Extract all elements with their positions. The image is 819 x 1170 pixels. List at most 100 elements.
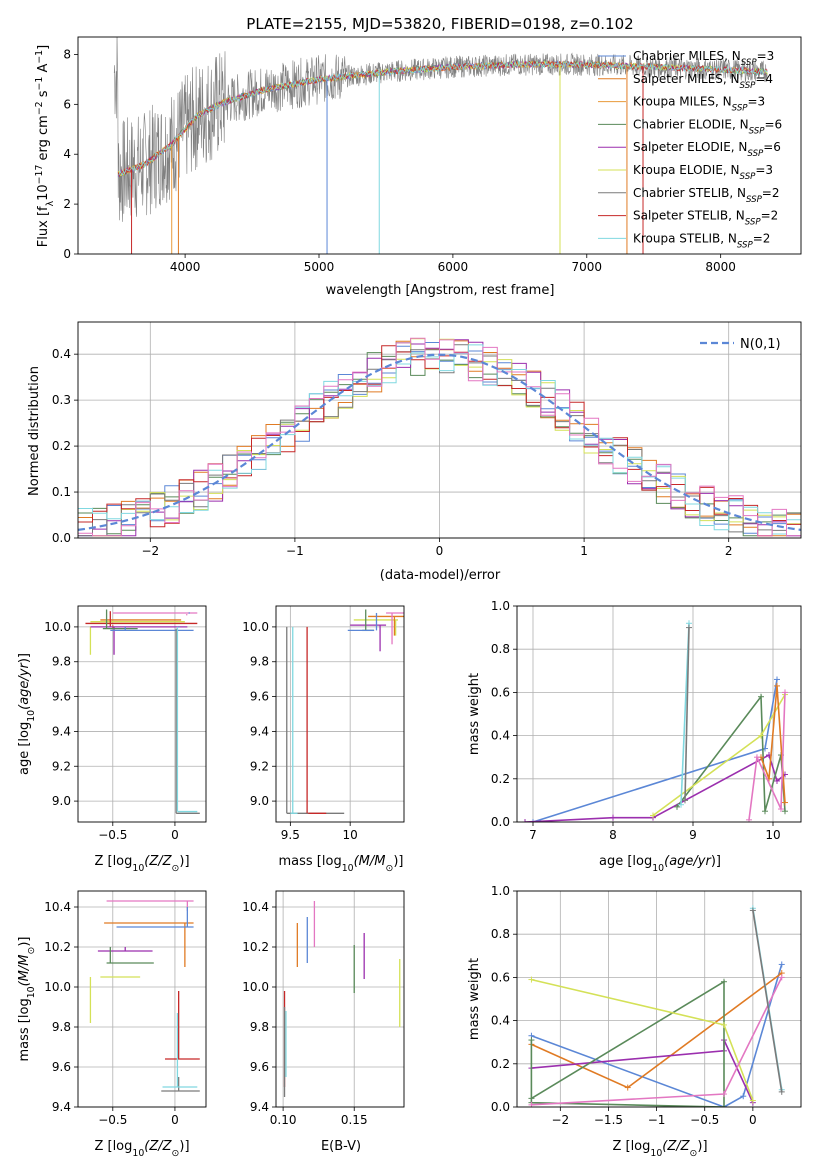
y-tick-label: 1.0 [491, 599, 510, 613]
y-tick-label: 0.2 [52, 439, 71, 453]
plot-area [522, 620, 788, 822]
x-tick-label: 0 [749, 1113, 757, 1127]
x-axis-label: wavelength [Angstrom, rest frame] [326, 283, 555, 298]
normal-curve [78, 353, 801, 531]
y-tick-label: 9.4 [52, 1100, 71, 1114]
y-tick-label: 9.6 [52, 1060, 71, 1074]
y-tick-label: 10.0 [242, 620, 269, 634]
x-axis-label: Z [log10(Z/Z⊙)] [94, 1139, 189, 1159]
y-tick-label: 0.2 [491, 1057, 510, 1071]
x-tick-label: −1 [286, 544, 304, 558]
y-tick-label: 9.6 [52, 690, 71, 704]
axes-age_vs_Z: −0.5 0 9.0 9.2 9.4 9.6 9.8 10.0 Z [log10(Z/Z⊙)] a… [17, 605, 207, 874]
plot-area [78, 337, 801, 537]
y-axis-label: mass [log10(M/M⊙)] [17, 937, 37, 1062]
weight-line [531, 964, 783, 1107]
axes-mass_vs_Z: −0.5 0 9.4 9.6 9.8 10.0 10.2 10.4 Z [log10(Z/Z⊙)… [17, 890, 207, 1159]
axes-spectrum: 4000 5000 6000 7000 8000 0 2 4 6 8 Chabrier MILES,… [34, 36, 802, 298]
axes-frame [275, 890, 405, 1108]
x-tick-label: 9.5 [281, 828, 300, 842]
y-tick-label: 8 [63, 47, 71, 61]
y-tick-label: 9.8 [250, 1020, 269, 1034]
y-tick-label: 9.8 [52, 1020, 71, 1034]
x-tick-label: −2 [551, 1113, 569, 1127]
y-tick-label: 0.0 [52, 531, 71, 545]
y-tick-label: 9.8 [52, 655, 71, 669]
plot-area [286, 609, 404, 814]
x-tick-label: 8 [609, 828, 617, 842]
x-axis-label: Z [log10(Z/Z⊙)] [94, 854, 189, 874]
x-tick-label: 0 [171, 828, 179, 842]
x-tick-label: 7000 [572, 260, 603, 274]
y-tick-label: 9.0 [250, 794, 269, 808]
y-tick-label: 0.0 [491, 815, 510, 829]
y-tick-label: 10.0 [44, 620, 71, 634]
axes-age_vs_mass: 9.5 10 9.0 9.2 9.4 9.6 9.8 10.0 mass [log10(M/M⊙… [242, 605, 405, 874]
axes-frame [77, 890, 207, 1108]
legend-entry: Chabrier STELIB, NSSP=2 [633, 186, 780, 205]
weight-line [531, 1039, 754, 1104]
weight-line [752, 910, 783, 1093]
y-tick-label: 0.8 [491, 927, 510, 941]
residual-histogram [78, 344, 801, 535]
y-tick-label: 9.2 [52, 759, 71, 773]
model-spectrum [118, 60, 768, 176]
observed-spectrum [113, 37, 768, 222]
y-axis-label: mass weight [467, 673, 482, 755]
x-tick-label: 4000 [170, 260, 201, 274]
y-tick-label: 10.2 [44, 940, 71, 954]
y-tick-label: 0.3 [52, 393, 71, 407]
x-tick-label: −0.5 [690, 1113, 719, 1127]
x-tick-label: 8000 [705, 260, 736, 274]
x-tick-label: 2 [725, 544, 733, 558]
x-tick-label: 10 [343, 828, 358, 842]
legend-entry: Kroupa ELODIE, NSSP=3 [633, 163, 773, 182]
x-tick-label: 6000 [438, 260, 469, 274]
plot-area [85, 609, 200, 814]
y-tick-label: 0.4 [491, 729, 510, 743]
x-tick-label: 0 [171, 1113, 179, 1127]
y-axis-label: mass weight [467, 958, 482, 1040]
x-tick-label: 7 [529, 828, 537, 842]
y-tick-label: 0.8 [491, 642, 510, 656]
legend-entry: N(0,1) [740, 337, 781, 352]
y-tick-label: 1.0 [491, 884, 510, 898]
y-tick-label: 9.6 [250, 1060, 269, 1074]
y-axis-label: Flux [fλ10−17 erg cm−2 s−1 A−1] [34, 45, 56, 247]
y-tick-label: 10.0 [44, 980, 71, 994]
axes-mass_vs_ebv: 0.10 0.15 9.4 9.6 9.8 10.0 10.2 10.4 E(B-V) [242, 890, 405, 1154]
y-tick-label: 4 [63, 147, 71, 161]
y-axis-label: Normed distribution [27, 366, 42, 496]
y-tick-label: 9.2 [250, 759, 269, 773]
y-tick-label: 0.2 [491, 772, 510, 786]
plot-area [283, 901, 401, 1097]
y-tick-label: 9.4 [250, 1100, 269, 1114]
legend-entry: Chabrier ELODIE, NSSP=6 [633, 117, 782, 136]
x-axis-label: (data-model)/error [380, 568, 501, 583]
y-tick-label: 0 [63, 247, 71, 261]
figure-title: PLATE=2155, MJD=53820, FIBERID=0198, z=0… [246, 15, 633, 33]
x-tick-label: −0.5 [98, 1113, 127, 1127]
axes-frame [77, 605, 207, 823]
y-tick-label: 0.4 [52, 347, 71, 361]
x-tick-label: 1 [580, 544, 588, 558]
plot-area [113, 37, 768, 254]
axes-weight_vs_Z: −2 −1.5 −1 −0.5 0 0.0 0.2 0.4 0.6 0.8 1.0 Z [log10(… [467, 884, 802, 1159]
y-tick-label: 10.2 [242, 940, 269, 954]
y-tick-label: 0.0 [491, 1100, 510, 1114]
x-tick-label: −2 [141, 544, 159, 558]
x-tick-label: 9 [689, 828, 697, 842]
y-tick-label: 0.1 [52, 485, 71, 499]
grid [276, 606, 404, 822]
axes-frame [516, 605, 802, 823]
axes-frame [77, 36, 802, 255]
x-tick-label: −0.5 [98, 828, 127, 842]
x-tick-label: 0.15 [341, 1113, 368, 1127]
weight-line [531, 978, 754, 1101]
x-tick-label: 0.10 [270, 1113, 297, 1127]
x-axis-label: Z [log10(Z/Z⊙)] [612, 1139, 707, 1159]
weight-line [748, 692, 786, 820]
y-tick-label: 0.6 [491, 970, 510, 984]
x-axis-label: mass [log10(M/M⊙)] [279, 854, 404, 874]
